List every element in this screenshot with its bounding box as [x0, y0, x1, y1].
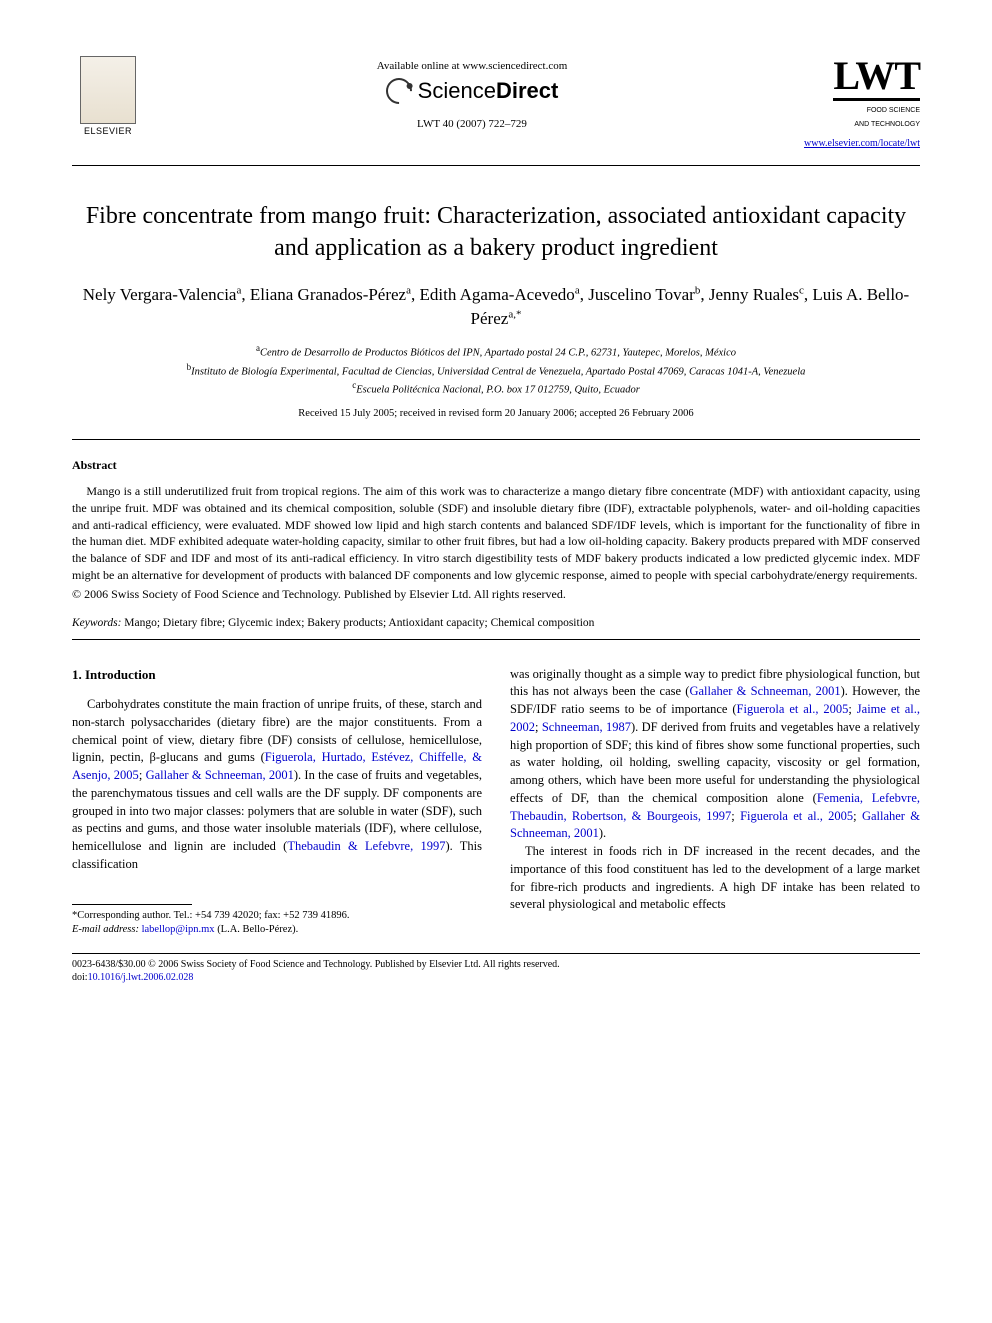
col1-sep1: ; [139, 768, 146, 782]
affiliation-b: bInstituto de Biología Experimental, Fac… [72, 361, 920, 380]
affiliation-a-text: Centro de Desarrollo de Productos Biótic… [260, 347, 736, 358]
corresponding-author-footnote: *Corresponding author. Tel.: +54 739 420… [72, 909, 482, 937]
available-online-text: Available online at www.sciencedirect.co… [144, 60, 800, 72]
keywords-line: Keywords: Mango; Dietary fibre; Glycemic… [72, 617, 920, 629]
keywords-label: Keywords: [72, 617, 121, 629]
author-2: Edith Agama-Acevedoa [420, 285, 580, 304]
authors-block: Nely Vergara-Valenciaa, Eliana Granados-… [72, 283, 920, 332]
author-4: Jenny Rualesc [709, 285, 804, 304]
column-right: was originally thought as a simple way t… [510, 666, 920, 937]
footer-rule [72, 953, 920, 954]
lwt-subtitle-1: FOOD SCIENCE [800, 107, 920, 115]
sciencedirect-text-bold: Direct [496, 78, 558, 103]
author-0-name: Nely Vergara-Valencia [83, 285, 237, 304]
affiliation-b-text: Instituto de Biología Experimental, Facu… [191, 366, 805, 377]
abstract-body: Mango is a still underutilized fruit fro… [72, 483, 920, 584]
elsevier-label: ELSEVIER [84, 126, 132, 136]
affiliations-block: aCentro de Desarrollo de Productos Bióti… [72, 342, 920, 398]
col2-para2: The interest in foods rich in DF increas… [510, 843, 920, 914]
elsevier-logo: ELSEVIER [72, 56, 144, 136]
post-abstract-rule [72, 639, 920, 640]
column-left: 1. Introduction Carbohydrates constitute… [72, 666, 482, 937]
footer-doi-label: doi: [72, 972, 88, 983]
citation-figuerola-2005-b[interactable]: Figuerola et al., 2005 [737, 702, 849, 716]
journal-url-link[interactable]: www.elsevier.com/locate/lwt [800, 138, 920, 149]
article-title: Fibre concentrate from mango fruit: Char… [72, 200, 920, 265]
abstract-heading: Abstract [72, 458, 920, 473]
sciencedirect-logo: ScienceDirect [386, 78, 559, 104]
keywords-text: Mango; Dietary fibre; Glycemic index; Ba… [121, 617, 594, 629]
body-columns: 1. Introduction Carbohydrates constitute… [72, 666, 920, 937]
author-3-name: Juscelino Tovar [588, 285, 695, 304]
author-3: Juscelino Tovarb [588, 285, 700, 304]
col2-sep4: ; [853, 809, 862, 823]
sciencedirect-text-plain: Science [418, 78, 496, 103]
col2-para1: was originally thought as a simple way t… [510, 666, 920, 844]
lwt-letters-text: LWT [833, 56, 920, 101]
col1-para1: Carbohydrates constitute the main fracti… [72, 696, 482, 874]
col2-sep3: ; [731, 809, 740, 823]
author-2-name: Edith Agama-Acevedo [420, 285, 575, 304]
citation-figuerola-2005-c[interactable]: Figuerola et al., 2005 [740, 809, 853, 823]
header-center: Available online at www.sciencedirect.co… [144, 56, 800, 130]
citation-gallaher-2001-b[interactable]: Gallaher & Schneeman, 2001 [689, 684, 840, 698]
footnote-corr-text: *Corresponding author. Tel.: +54 739 420… [72, 909, 482, 923]
author-3-aff: b [695, 284, 701, 296]
col2-sep2: ; [535, 720, 542, 734]
footer-issn-line: 0023-6438/$30.00 © 2006 Swiss Society of… [72, 958, 920, 972]
sciencedirect-swoosh-icon [380, 73, 417, 110]
affiliation-c-text: Escuela Politécnica Nacional, P.O. box 1… [356, 385, 640, 396]
footnote-email-link[interactable]: labellop@ipn.mx [139, 924, 217, 935]
lwt-letters: LWT [800, 56, 920, 101]
pre-abstract-rule [72, 439, 920, 440]
citation-thebaudin-1997[interactable]: Thebaudin & Lefebvre, 1997 [287, 839, 445, 853]
author-4-aff: c [799, 284, 804, 296]
footnote-rule [72, 904, 192, 905]
footnote-email-label: E-mail address: [72, 924, 139, 935]
footnote-email-tail: (L.A. Bello-Pérez). [217, 924, 298, 935]
section-1-heading: 1. Introduction [72, 666, 482, 684]
lwt-journal-logo: LWT FOOD SCIENCE AND TECHNOLOGY www.else… [800, 56, 920, 149]
citation-gallaher-2001-a[interactable]: Gallaher & Schneeman, 2001 [146, 768, 294, 782]
author-1-name: Eliana Granados-Pérez [250, 285, 406, 304]
col2-text-d: ). [599, 826, 606, 840]
footnote-email-line: E-mail address: labellop@ipn.mx (L.A. Be… [72, 923, 482, 937]
footer-block: 0023-6438/$30.00 © 2006 Swiss Society of… [72, 958, 920, 985]
header-rule [72, 165, 920, 166]
elsevier-tree-icon [80, 56, 136, 124]
citation-schneeman-1987[interactable]: Schneeman, 1987 [542, 720, 631, 734]
author-1-aff: a [406, 284, 411, 296]
author-2-aff: a [575, 284, 580, 296]
author-5-aff: a,* [508, 309, 521, 321]
col2-sep1: ; [848, 702, 856, 716]
article-history: Received 15 July 2005; received in revis… [72, 408, 920, 419]
sciencedirect-wordmark: ScienceDirect [418, 78, 559, 104]
author-1: Eliana Granados-Péreza [250, 285, 411, 304]
author-0: Nely Vergara-Valenciaa [83, 285, 242, 304]
author-0-aff: a [236, 284, 241, 296]
footer-doi-link[interactable]: 10.1016/j.lwt.2006.02.028 [88, 972, 194, 983]
footer-doi-line: doi:10.1016/j.lwt.2006.02.028 [72, 971, 920, 985]
page-header: ELSEVIER Available online at www.science… [72, 56, 920, 149]
abstract-copyright: © 2006 Swiss Society of Food Science and… [72, 586, 920, 603]
lwt-subtitle-2: AND TECHNOLOGY [800, 121, 920, 129]
journal-reference: LWT 40 (2007) 722–729 [144, 118, 800, 130]
affiliation-c: cEscuela Politécnica Nacional, P.O. box … [72, 379, 920, 398]
affiliation-a: aCentro de Desarrollo de Productos Bióti… [72, 342, 920, 361]
author-4-name: Jenny Ruales [709, 285, 799, 304]
